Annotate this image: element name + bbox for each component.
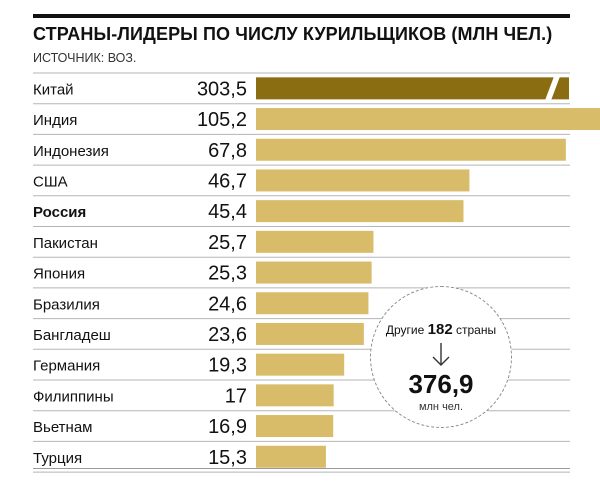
axis-break-mark xyxy=(545,76,560,101)
arrow-down-icon xyxy=(432,343,450,366)
bar xyxy=(256,138,566,161)
source-note: ИСТОЧНИК: ВОЗ. xyxy=(33,51,137,65)
title-rule xyxy=(33,14,570,18)
category-label: Япония xyxy=(33,266,85,283)
category-label: Россия xyxy=(33,204,86,221)
category-label: Индия xyxy=(33,112,77,129)
bar xyxy=(256,353,345,376)
bar xyxy=(256,292,369,315)
bar xyxy=(256,200,464,223)
bar xyxy=(256,445,326,468)
bar xyxy=(256,230,374,253)
category-label: Пакистан xyxy=(33,235,98,252)
value-label: 17 xyxy=(225,385,247,407)
value-label: 23,6 xyxy=(208,324,247,346)
value-label: 25,3 xyxy=(208,263,247,285)
chart-title: СТРАНЫ-ЛИДЕРЫ ПО ЧИСЛУ КУРИЛЬЩИКОВ (МЛН … xyxy=(33,24,553,44)
category-label: Вьетнам xyxy=(33,419,92,436)
value-label: 45,4 xyxy=(208,201,247,223)
value-label: 303,5 xyxy=(197,78,247,100)
bar xyxy=(256,384,334,407)
value-label: 24,6 xyxy=(208,293,247,315)
category-label: Китай xyxy=(33,81,74,98)
category-label: Индонезия xyxy=(33,143,109,160)
value-label: 105,2 xyxy=(197,109,247,131)
others-label: Другие xyxy=(385,323,425,337)
others-count: 182 xyxy=(427,321,453,338)
value-label: 19,3 xyxy=(208,355,247,377)
category-label: Бангладеш xyxy=(33,327,111,344)
bar xyxy=(256,415,334,438)
category-label: Германия xyxy=(33,358,100,375)
category-label: США xyxy=(33,173,68,190)
value-label: 46,7 xyxy=(208,170,247,192)
others-total: 376,9 xyxy=(408,369,474,399)
value-label: 15,3 xyxy=(208,447,247,469)
bar xyxy=(256,261,372,284)
bar xyxy=(256,108,600,131)
others-callout: Другие 182 страны 376,9 млн чел. xyxy=(370,286,512,428)
bar xyxy=(256,169,470,192)
others-caption: Другие 182 страны xyxy=(371,321,511,338)
others-unit: млн чел. xyxy=(418,401,464,413)
category-label: Бразилия xyxy=(33,296,100,313)
others-suffix: страны xyxy=(456,323,497,337)
value-label: 67,8 xyxy=(208,140,247,162)
bar xyxy=(256,77,569,100)
bar xyxy=(256,322,364,345)
category-label: Филиппины xyxy=(33,388,114,405)
value-label: 16,9 xyxy=(208,416,247,438)
value-label: 25,7 xyxy=(208,232,247,254)
bottom-rule xyxy=(33,468,570,469)
category-label: Турция xyxy=(33,450,82,467)
